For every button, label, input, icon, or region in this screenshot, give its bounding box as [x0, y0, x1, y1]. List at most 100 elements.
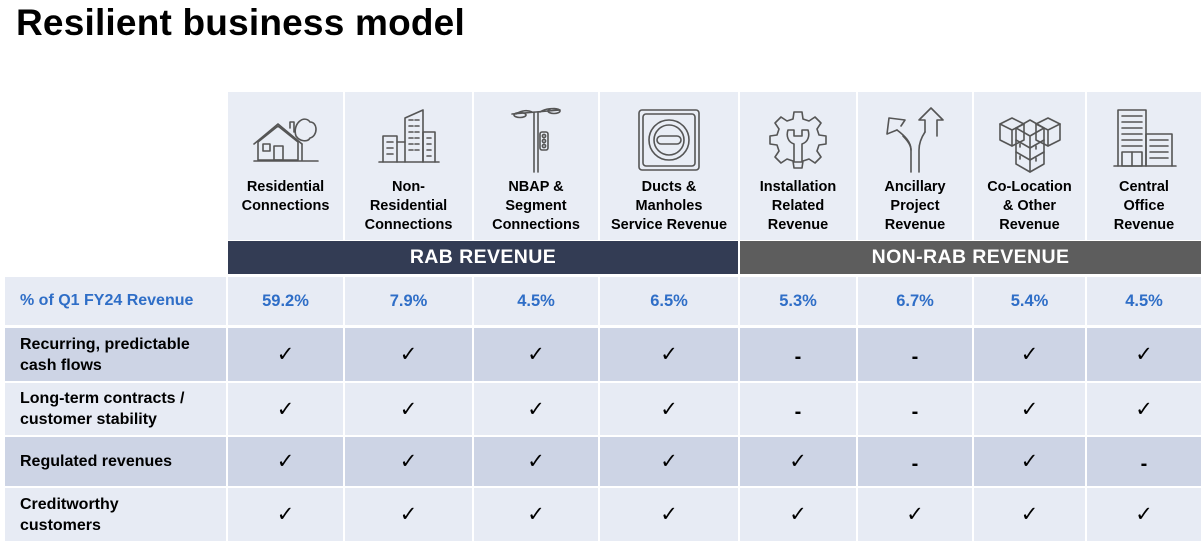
check-mark-icon: ✓ [228, 383, 343, 435]
column-header-label-line: Office [1123, 198, 1165, 214]
dash-mark: - [740, 328, 856, 381]
dash-mark: - [858, 328, 972, 381]
check-mark-icon: ✓ [474, 488, 598, 541]
check-mark-icon: ✓ [740, 437, 856, 486]
column-header-label-line: Segment [505, 198, 567, 214]
non-rab-revenue-band: NON-RAB REVENUE [740, 241, 1201, 274]
attribute-row-label-line: Recurring, predictable [20, 335, 190, 353]
split-arrows-icon [881, 106, 949, 174]
check-mark-icon: ✓ [474, 328, 598, 381]
column-header-label-line: Connections [364, 217, 453, 233]
rab-revenue-band: RAB REVENUE [228, 241, 738, 274]
column-header-label-line: Project [890, 198, 940, 214]
column-header-label-line: Residential [246, 179, 325, 195]
check-mark-icon: ✓ [600, 488, 738, 541]
column-header: Non- Residential Connections [345, 92, 472, 240]
check-mark-icon: ✓ [1087, 328, 1201, 381]
check-mark-icon: ✓ [740, 488, 856, 541]
check-mark-icon: ✓ [600, 383, 738, 435]
column-header-label-line: NBAP & [508, 179, 564, 195]
revenue-share-value: 6.7% [858, 277, 972, 325]
attribute-row-label-line: customers [20, 516, 101, 534]
manhole-icon [635, 106, 703, 174]
check-mark-icon: ✓ [345, 488, 472, 541]
column-header: Central Office Revenue [1087, 92, 1201, 240]
column-header-label-line: Revenue [999, 217, 1060, 233]
check-mark-icon: ✓ [345, 437, 472, 486]
gear-wrench-icon [764, 106, 832, 174]
revenue-share-value: 7.9% [345, 277, 472, 325]
attribute-row-label-text: Creditworthy customers [20, 494, 119, 536]
check-mark-icon: ✓ [474, 437, 598, 486]
column-header: Installation Related Revenue [740, 92, 856, 240]
column-header-label: Non- Residential Connections [365, 178, 453, 235]
house-icon [252, 106, 320, 174]
office-buildings-icon [375, 106, 443, 174]
check-mark-icon: ✓ [974, 328, 1085, 381]
dash-mark: - [740, 383, 856, 435]
column-header-label-line: Revenue [1113, 217, 1175, 233]
column-header-label: Central Office Revenue [1114, 178, 1174, 235]
column-header-label-line: Service Revenue [610, 217, 728, 233]
column-header-label-line: Co-Location [987, 179, 1072, 195]
central-office-icon [1110, 106, 1178, 174]
page-title: Resilient business model [16, 2, 465, 43]
column-header-label-line: Manholes [635, 198, 703, 214]
check-mark-icon: ✓ [974, 383, 1085, 435]
column-header: Ancillary Project Revenue [858, 92, 972, 240]
check-mark-icon: ✓ [858, 488, 972, 541]
check-mark-icon: ✓ [228, 488, 343, 541]
column-header: NBAP & Segment Connections [474, 92, 598, 240]
attribute-row-label-line: Creditworthy [20, 495, 119, 513]
column-header-label: NBAP & Segment Connections [492, 178, 580, 235]
column-header: Co-Location & Other Revenue [974, 92, 1085, 240]
column-header: Residential Connections [228, 92, 343, 240]
revenue-share-value: 5.3% [740, 277, 856, 325]
revenue-share-value: 4.5% [474, 277, 598, 325]
column-header-label-line: Connections [492, 217, 580, 233]
attribute-row-label-line: cash flows [20, 356, 102, 374]
column-header-label-line: Ancillary [884, 179, 946, 195]
attribute-row-label: Long-term contracts / customer stability [5, 383, 226, 435]
column-header-label: Installation Related Revenue [760, 178, 837, 235]
check-mark-icon: ✓ [1087, 488, 1201, 541]
column-header-label-line: Revenue [767, 217, 829, 233]
check-mark-icon: ✓ [1087, 383, 1201, 435]
attribute-row-label-text: Long-term contracts / customer stability [20, 388, 184, 430]
attribute-row-label: Regulated revenues [5, 437, 226, 486]
column-header-label-line: Related [771, 198, 825, 214]
column-header-label-line: Non- [391, 179, 425, 195]
column-header-label: Ancillary Project Revenue [884, 178, 945, 235]
server-cubes-icon [996, 106, 1064, 174]
column-header-label: Residential Connections [242, 178, 330, 216]
attribute-row-label-line: Regulated revenues [20, 453, 173, 470]
attribute-row-label-text: Regulated revenues [20, 451, 172, 472]
attribute-row-label-text: Recurring, predictable cash flows [20, 334, 190, 376]
revenue-share-value: 5.4% [974, 277, 1085, 325]
check-mark-icon: ✓ [474, 383, 598, 435]
check-mark-icon: ✓ [600, 437, 738, 486]
dash-mark: - [858, 437, 972, 486]
column-header-label-line: & Other [1002, 198, 1057, 214]
column-header-label-line: Central [1119, 179, 1169, 195]
attribute-row-label: Recurring, predictable cash flows [5, 328, 226, 381]
column-header-label-line: Ducts & [641, 179, 697, 195]
attribute-row-label-line: customer stability [20, 411, 157, 428]
column-header: Ducts & Manholes Service Revenue [600, 92, 738, 240]
check-mark-icon: ✓ [974, 488, 1085, 541]
revenue-share-value: 59.2% [228, 277, 343, 325]
check-mark-icon: ✓ [228, 328, 343, 381]
column-header-label-line: Installation [759, 179, 837, 195]
attribute-row-label-line: Long-term contracts / [20, 390, 185, 407]
revenue-share-value: 6.5% [600, 277, 738, 325]
check-mark-icon: ✓ [345, 328, 472, 381]
column-header-label-line: Connections [241, 198, 330, 214]
column-header-label-line: Residential [369, 198, 448, 214]
street-light-icon [502, 106, 570, 174]
check-mark-icon: ✓ [974, 437, 1085, 486]
dash-mark: - [1087, 437, 1201, 486]
column-header-label: Co-Location & Other Revenue [987, 178, 1072, 235]
check-mark-icon: ✓ [600, 328, 738, 381]
revenue-share-label: % of Q1 FY24 Revenue [5, 277, 226, 325]
revenue-share-value: 4.5% [1087, 277, 1201, 325]
